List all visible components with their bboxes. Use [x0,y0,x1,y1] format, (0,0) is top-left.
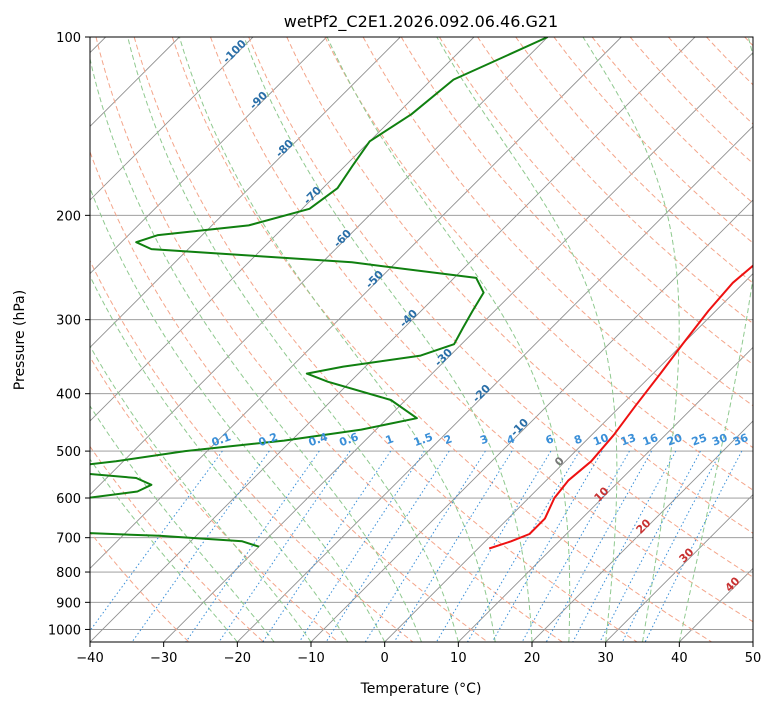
isotherm-line [0,37,548,642]
series-layer [0,37,775,549]
theta-label: 40 [723,574,743,594]
mixing-ratio-label: 1 [384,432,396,447]
x-tick-label: 20 [524,651,541,666]
y-tick-label: 900 [56,596,81,611]
mixing-ratio-line [263,451,391,642]
theta-label: -30 [432,346,455,369]
x-tick-label: −40 [76,651,103,666]
grid-layer [0,32,775,642]
mixing-ratio-label: 3 [478,432,490,447]
moist-adiabat-line [126,32,458,642]
mixing-ratio-label: 2 [442,432,454,447]
theta-label: 30 [677,545,697,565]
moist-adiabat-line [18,32,348,642]
y-tick-label: 300 [56,314,81,329]
theta-label: 20 [634,516,654,536]
dry-adiabat-line [0,37,338,642]
mixing-ratio-line [522,451,629,642]
dry-adiabat-line [134,37,637,642]
dry-adiabat-line [554,37,775,642]
isotherm-line [237,37,775,642]
x-tick-label: 30 [597,651,614,666]
isotherm-line [0,37,400,642]
mixing-ratio-line [468,451,580,642]
y-tick-label: 400 [56,388,81,403]
y-tick-label: 600 [56,492,81,507]
chart-title: wetPf2_C2E1.2026.092.06.46.G21 [284,12,558,32]
moist-adiabat-line [0,32,237,642]
isotherm-line [164,37,769,642]
y-tick-label: 200 [56,209,81,224]
y-tick-label: 100 [56,31,81,46]
dry-adiabat-line [0,37,189,642]
mixing-ratio-label: 8 [572,432,584,447]
dry-adiabat-line [707,37,775,642]
theta-label: -20 [470,382,493,405]
dry-adiabat-line [0,37,264,642]
isotherm-line [16,37,621,642]
mixing-ratio-line [622,451,721,642]
y-axis-label: Pressure (hPa) [12,290,28,390]
x-tick-label: 0 [381,651,389,666]
theta-label: -40 [397,307,420,330]
mixing-ratio-label: 25 [690,431,709,448]
plot-frame [90,37,753,642]
dewpoint-series-line [0,37,548,547]
moist-adiabat-line [325,32,570,642]
mixing-ratio-label: 0.2 [257,430,280,449]
y-tick-label: 800 [56,566,81,581]
mixing-ratio-label: 0.4 [307,430,330,449]
dry-adiabat-line [172,37,711,642]
mixing-ratio-line [326,451,449,642]
x-axis-label: Temperature (°C) [360,681,482,697]
moist-adiabat-line [178,32,495,642]
moist-adiabat-line [0,32,311,642]
moist-adiabat-line [0,32,274,642]
moist-adiabat-line [84,32,421,642]
theta-label: -50 [363,268,386,291]
x-tick-label: 50 [745,651,762,666]
isotherm-line [311,37,775,642]
mixing-ratio-label: 10 [591,431,610,449]
isotherm-line [458,37,775,642]
dry-adiabat-line [58,37,488,642]
mixing-ratio-line [132,451,269,642]
x-tick-label: 10 [450,651,467,666]
y-tick-label: 1000 [48,623,81,638]
theta-label: -80 [273,137,296,160]
isotherm-line [0,37,327,642]
dry-adiabat-line [20,37,413,642]
mixing-ratio-label: 16 [641,431,660,449]
isotherm-line [385,37,775,642]
theta-label: -70 [301,184,324,207]
isotherm-line [0,37,474,642]
isotherm-line [90,37,695,642]
isotherm-line [753,37,775,642]
temperature-series-line [489,37,775,549]
y-tick-label: 500 [56,445,81,460]
theta-label: 10 [592,484,612,504]
mixing-ratio-label: 30 [710,431,729,449]
theta-label: -60 [331,227,354,250]
mixing-ratio-label: 1.5 [412,430,435,449]
theta-label: -100 [220,37,249,66]
x-tick-label: −10 [297,651,324,666]
x-tick-label: −30 [150,651,177,666]
mixing-ratio-line [299,451,424,642]
mixing-ratio-line [573,451,676,642]
isotherm-line [0,37,253,642]
dry-adiabat-line [745,37,775,642]
moist-adiabat-line [49,32,385,642]
y-tick-label: 700 [56,532,81,547]
mixing-ratio-label: 13 [619,431,638,448]
isotherm-line [679,37,775,642]
x-tick-label: −20 [224,651,251,666]
mixing-ratio-label: 20 [665,431,684,449]
x-tick-label: 40 [671,651,688,666]
